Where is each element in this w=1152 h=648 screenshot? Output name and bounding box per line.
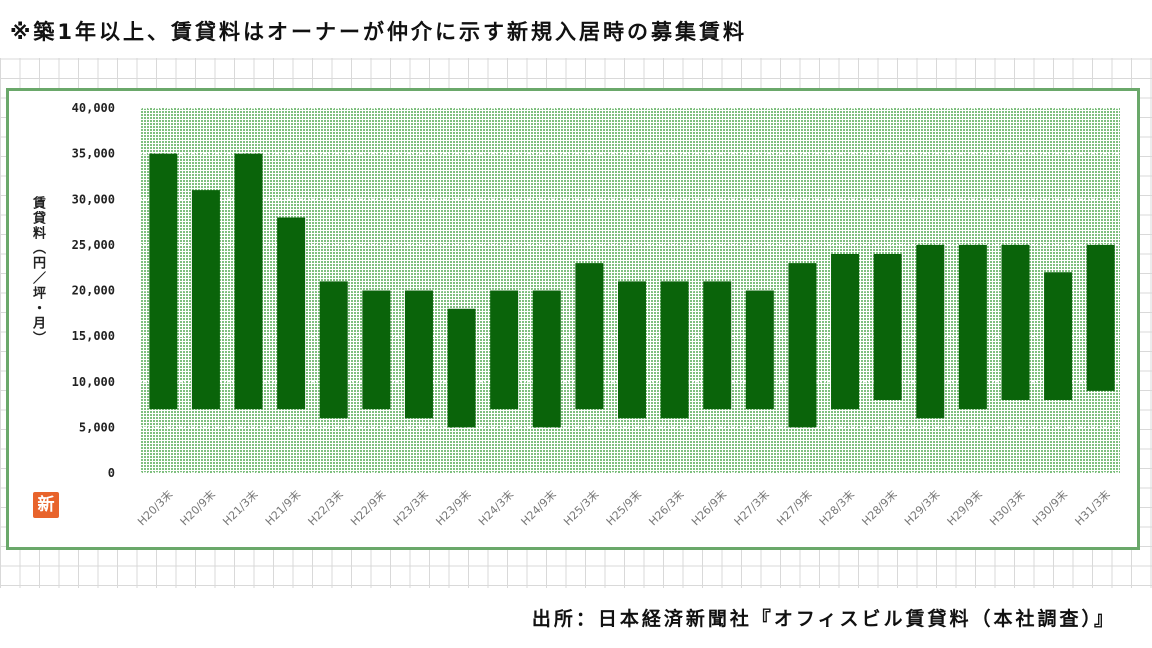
x-tick-label: H22/3末 (305, 487, 346, 528)
chart-note: ※築1年以上、賃貸料はオーナーが仲介に示す新規入居時の募集賃料 (10, 20, 748, 44)
bar-18 (873, 254, 902, 400)
x-tick-label: H23/3末 (390, 487, 431, 528)
bar-15 (745, 290, 774, 410)
x-tick-label: H29/3末 (901, 487, 942, 528)
header-area (0, 0, 1152, 58)
bar-9 (490, 290, 519, 410)
bar-7 (404, 290, 433, 419)
x-tick-label: H26/9末 (688, 487, 729, 528)
bar-19 (916, 244, 945, 419)
bar-16 (788, 263, 817, 428)
bar-17 (831, 254, 860, 410)
x-tick-label: H29/9末 (944, 487, 985, 528)
x-tick-label: H27/9末 (774, 487, 815, 528)
bar-8 (447, 308, 476, 428)
x-tick-label: H27/3末 (731, 487, 772, 528)
source-citation: 出所：日本経済新聞社『オフィスビル賃貸料（本社調査）』 (531, 608, 1116, 630)
y-tick-label: 15,000 (72, 329, 115, 343)
footer-area (0, 588, 1152, 648)
y-tick-label: 30,000 (72, 192, 115, 206)
x-tick-label: H28/3末 (816, 487, 857, 528)
x-tick-label: H25/9末 (603, 487, 644, 528)
x-tick-label: H30/3末 (987, 487, 1028, 528)
bar-1 (149, 153, 178, 410)
nikkei-shin-logo: 新 (33, 492, 59, 518)
x-tick-label: H22/9末 (347, 487, 388, 528)
y-tick-label: 5,000 (79, 420, 115, 434)
x-tick-label: H28/9末 (859, 487, 900, 528)
y-tick-label: 0 (108, 466, 115, 480)
bar-12 (618, 281, 646, 419)
y-tick-label: 40,000 (72, 101, 115, 115)
x-tick-label: H21/3末 (220, 487, 261, 528)
bar-13 (660, 281, 689, 419)
bar-11 (575, 263, 604, 410)
bar-20 (958, 244, 987, 410)
y-tick-label: 10,000 (72, 375, 115, 389)
x-tick-label: H26/3末 (646, 487, 687, 528)
x-tick-label: H20/3末 (134, 487, 175, 528)
y-tick-label: 25,000 (72, 238, 115, 252)
x-tick-label: H25/3末 (561, 487, 602, 528)
x-tick-label: H24/3末 (475, 487, 516, 528)
y-axis-title: 賃貸料（円／坪・月） (30, 196, 45, 346)
bar-2 (191, 190, 220, 410)
bar-22 (1044, 272, 1073, 400)
bar-6 (362, 290, 391, 410)
bar-21 (1001, 244, 1030, 400)
bar-3 (234, 153, 263, 410)
bar-10 (532, 290, 561, 428)
x-tick-label: H31/3末 (1072, 487, 1113, 528)
bar-23 (1086, 244, 1115, 391)
x-tick-label: H30/9末 (1029, 487, 1070, 528)
x-tick-label: H24/9末 (518, 487, 559, 528)
bar-14 (703, 281, 732, 410)
x-tick-label: H23/9末 (433, 487, 474, 528)
y-tick-label: 20,000 (72, 284, 115, 298)
x-tick-label: H21/9末 (262, 487, 303, 528)
x-tick-label: H20/9末 (177, 487, 218, 528)
y-tick-label: 35,000 (72, 147, 115, 161)
bar-5 (319, 281, 348, 419)
bar-4 (277, 217, 306, 410)
